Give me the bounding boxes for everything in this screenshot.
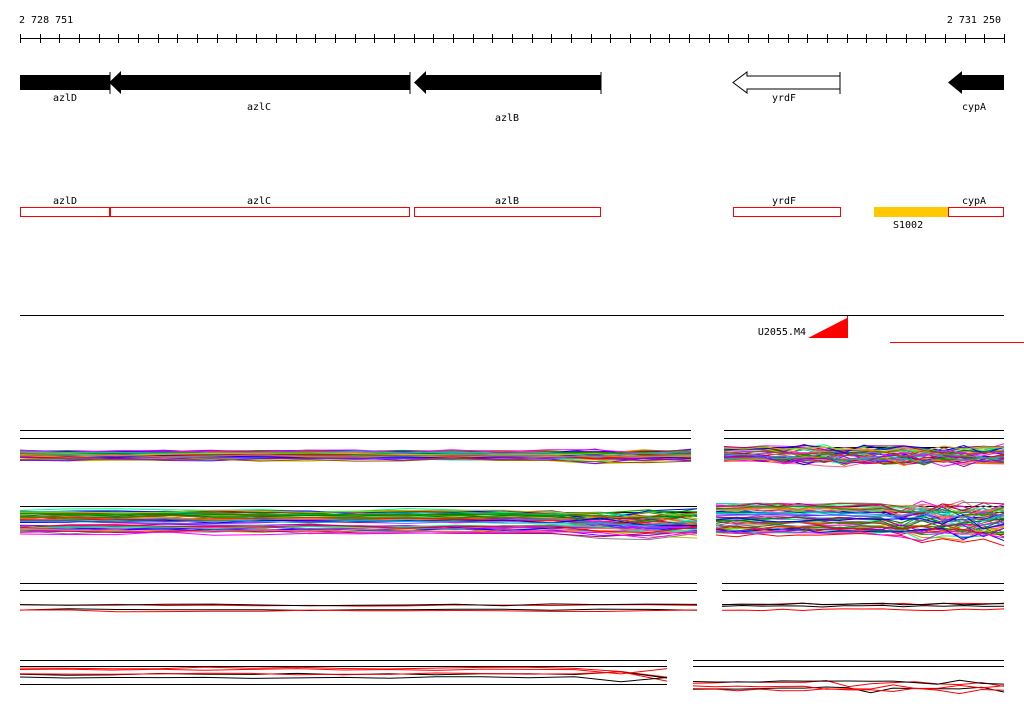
expression-profile-line [19, 608, 698, 612]
expression-profile-line [721, 604, 1005, 608]
expression-profile-line [715, 508, 1005, 525]
expression-profile-line [692, 684, 1005, 690]
gene-label-cypA: cypA [962, 102, 986, 113]
expression-profile-line [19, 531, 698, 539]
track-panel [715, 499, 1005, 547]
expression-profile-line [19, 668, 668, 675]
gene-arrow-azlD[interactable] [20, 75, 110, 90]
track-panel [19, 660, 668, 685]
expression-profile-line [19, 527, 698, 536]
expression-profile-line [715, 509, 1005, 522]
expression-profile-line [19, 603, 698, 607]
feature-box-S1002[interactable] [874, 207, 948, 217]
marker-track: U2055.M4 [20, 315, 1024, 343]
expression-profile-line [715, 501, 1005, 513]
expression-profile-line [715, 523, 1005, 533]
track-panel [19, 506, 698, 541]
track-panel [19, 430, 692, 465]
expression-profile-line [19, 509, 698, 520]
cds-box-azlB[interactable] [414, 207, 601, 217]
expression-profile-line [693, 686, 1005, 694]
expression-profile-line [723, 456, 1005, 467]
expression-profile-line [19, 529, 698, 538]
expression-profile-line [19, 513, 698, 521]
gene-arrow-azlC[interactable] [109, 71, 410, 94]
gene-arrow-yrdF[interactable] [732, 71, 841, 94]
expression-profile-line [692, 679, 1005, 685]
gene-arrow-cypA[interactable] [948, 71, 1004, 94]
cds-box-azlC[interactable] [110, 207, 410, 217]
cds-label-cypA: cypA [962, 196, 986, 207]
expression-profile-line [721, 602, 1005, 606]
expression-profile-line [19, 525, 698, 531]
expression-profile-line [715, 530, 1005, 542]
coordinate-ruler [20, 34, 1005, 43]
expression-profile-line [19, 450, 692, 457]
expression-profile-line [19, 609, 698, 613]
expression-profile-line [723, 449, 1005, 458]
marker-triangle-U2055[interactable] [808, 318, 847, 338]
track-panel [19, 583, 698, 613]
expression-profile-line [19, 671, 668, 682]
gene-label-azlD: azlD [53, 93, 77, 104]
cds-label-azlB: azlB [495, 196, 519, 207]
expression-profile-line [715, 502, 1005, 515]
cds-box-yrdF[interactable] [733, 207, 841, 217]
expression-profile-line [19, 449, 692, 455]
expression-profile-line [692, 687, 1005, 695]
gene-label-azlB: azlB [495, 113, 519, 124]
gene-label-yrdF: yrdF [772, 93, 796, 104]
gene-label-azlC: azlC [247, 102, 271, 113]
coord-start-label: 2 728 751 [19, 15, 73, 26]
gene-track: azlD azlC azlB yrdF cypA [20, 71, 1004, 124]
track-panel [723, 430, 1005, 468]
expression-profile-line [715, 517, 1005, 535]
expression-profile-line [715, 505, 1005, 516]
cds-box-cypA[interactable] [948, 207, 1004, 217]
expression-profile-line [19, 517, 698, 527]
expression-profile-line [20, 519, 698, 527]
expression-profile-line [19, 507, 698, 520]
expression-profile-line [19, 529, 698, 541]
expression-profile-line [715, 519, 1005, 534]
expression-profile-line [19, 457, 692, 465]
expression-profile-line [19, 457, 692, 464]
expression-profile-line [723, 456, 1005, 468]
expression-profile-line [715, 527, 1005, 541]
cds-track: azlD azlC azlB yrdF cypA S1002 [20, 196, 1004, 231]
expression-profile-line [19, 452, 692, 458]
cds-box-azlD[interactable] [20, 207, 110, 217]
cds-label-azlC: azlC [247, 196, 271, 207]
expression-profile-line [19, 514, 698, 526]
coord-end-label: 2 731 250 [947, 15, 1001, 26]
cds-label-azlD: azlD [53, 196, 77, 207]
expression-profile-line [715, 524, 1005, 536]
expression-profile-line [723, 444, 1005, 455]
expression-profile-line [723, 453, 1005, 463]
expression-profile-line [715, 514, 1005, 530]
expression-profile-line [715, 510, 1005, 523]
track-panel [721, 583, 1005, 612]
expression-profile-line [723, 455, 1005, 465]
marker-label-U2055: U2055.M4 [758, 327, 806, 338]
gene-arrow-azlB[interactable] [414, 71, 601, 94]
expression-profile-line [19, 676, 668, 683]
cds-label-yrdF: yrdF [772, 196, 796, 207]
expression-profile-line [19, 524, 698, 534]
expression-profile-line [19, 524, 698, 534]
expression-profile-line [19, 666, 668, 678]
expression-profile-line [723, 445, 1005, 452]
expression-profile-line [715, 518, 1005, 530]
expression-profile-line [715, 532, 1005, 547]
expression-profile-line [723, 451, 1005, 461]
feature-label-S1002: S1002 [893, 220, 923, 231]
expression-tracks [19, 430, 1005, 695]
track-panel [692, 660, 1005, 695]
expression-profile-line [19, 509, 698, 518]
expression-profile-line [721, 608, 1005, 612]
